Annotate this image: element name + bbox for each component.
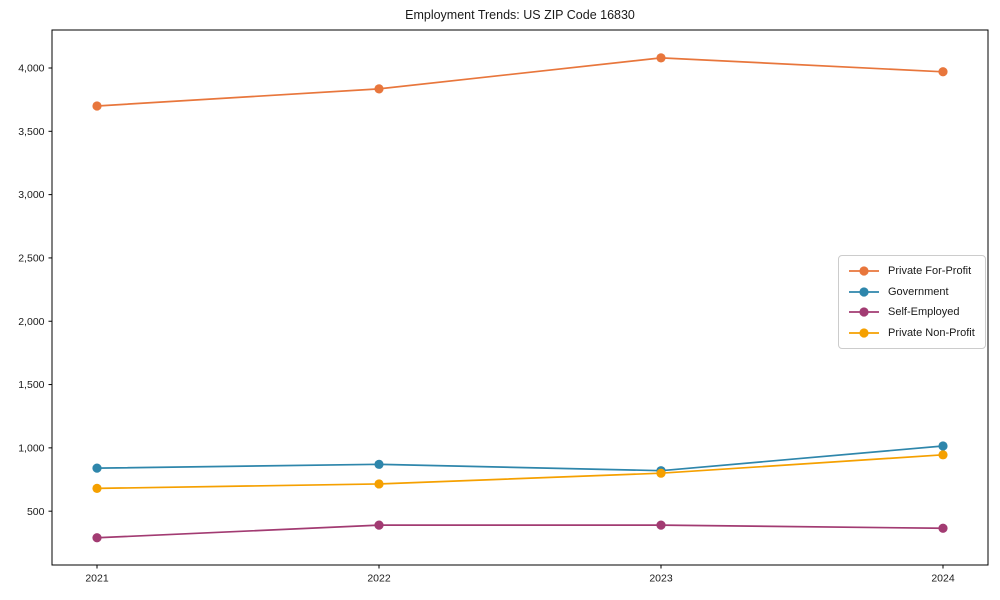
data-point-self-employed-2024 xyxy=(938,523,948,533)
data-point-self-employed-2023 xyxy=(656,520,666,530)
series-line-self-employed xyxy=(96,524,944,539)
data-point-government-2024 xyxy=(938,441,948,451)
data-point-private-non-profit-2022 xyxy=(374,479,384,489)
data-point-private-for-profit-2023 xyxy=(656,53,666,63)
axes-frame xyxy=(51,29,989,566)
data-point-private-for-profit-2024 xyxy=(938,67,948,77)
legend-item: Private For-Profit xyxy=(848,261,975,282)
y-tick-label: 500 xyxy=(27,506,45,518)
legend-line-marker-icon xyxy=(849,287,879,297)
data-point-self-employed-2022 xyxy=(374,520,384,530)
data-point-government-2022 xyxy=(374,459,384,469)
legend-label: Private Non-Profit xyxy=(888,326,975,339)
data-point-private-for-profit-2022 xyxy=(374,84,384,94)
data-point-self-employed-2021 xyxy=(92,533,102,543)
y-tick-label: 3,000 xyxy=(18,189,44,201)
data-point-private-for-profit-2021 xyxy=(92,101,102,111)
legend-line-marker-icon xyxy=(849,307,879,317)
legend: Private For-Profit Government Self-Emplo… xyxy=(838,255,986,349)
legend-label: Government xyxy=(888,285,949,298)
legend-item: Government xyxy=(848,282,975,303)
x-tick-label: 2022 xyxy=(367,573,391,585)
series-line-private-non-profit xyxy=(96,453,944,490)
data-point-private-non-profit-2023 xyxy=(656,468,666,478)
legend-item: Private Non-Profit xyxy=(848,323,975,344)
y-tick-label: 2,000 xyxy=(18,316,44,328)
legend-label: Private For-Profit xyxy=(888,265,972,278)
data-point-private-non-profit-2024 xyxy=(938,450,948,460)
data-point-private-non-profit-2021 xyxy=(92,483,102,493)
x-tick-label: 2021 xyxy=(85,573,109,585)
chart-title: Employment Trends: US ZIP Code 16830 xyxy=(405,8,635,22)
y-tick-label: 3,500 xyxy=(18,126,44,138)
series-line-government xyxy=(96,445,944,472)
y-tick-label: 1,000 xyxy=(18,442,44,454)
legend-line-marker-icon xyxy=(849,266,879,276)
legend-line-marker-icon xyxy=(849,328,879,338)
legend-label: Self-Employed xyxy=(888,306,960,319)
legend-item: Self-Employed xyxy=(848,302,975,323)
y-tick-label: 1,500 xyxy=(18,379,44,391)
data-point-government-2021 xyxy=(92,463,102,473)
x-tick-label: 2023 xyxy=(649,573,673,585)
series-line-private-for-profit xyxy=(96,57,944,107)
y-tick-label: 4,000 xyxy=(18,63,44,75)
y-tick-label: 2,500 xyxy=(18,253,44,265)
x-tick-label: 2024 xyxy=(931,573,955,585)
